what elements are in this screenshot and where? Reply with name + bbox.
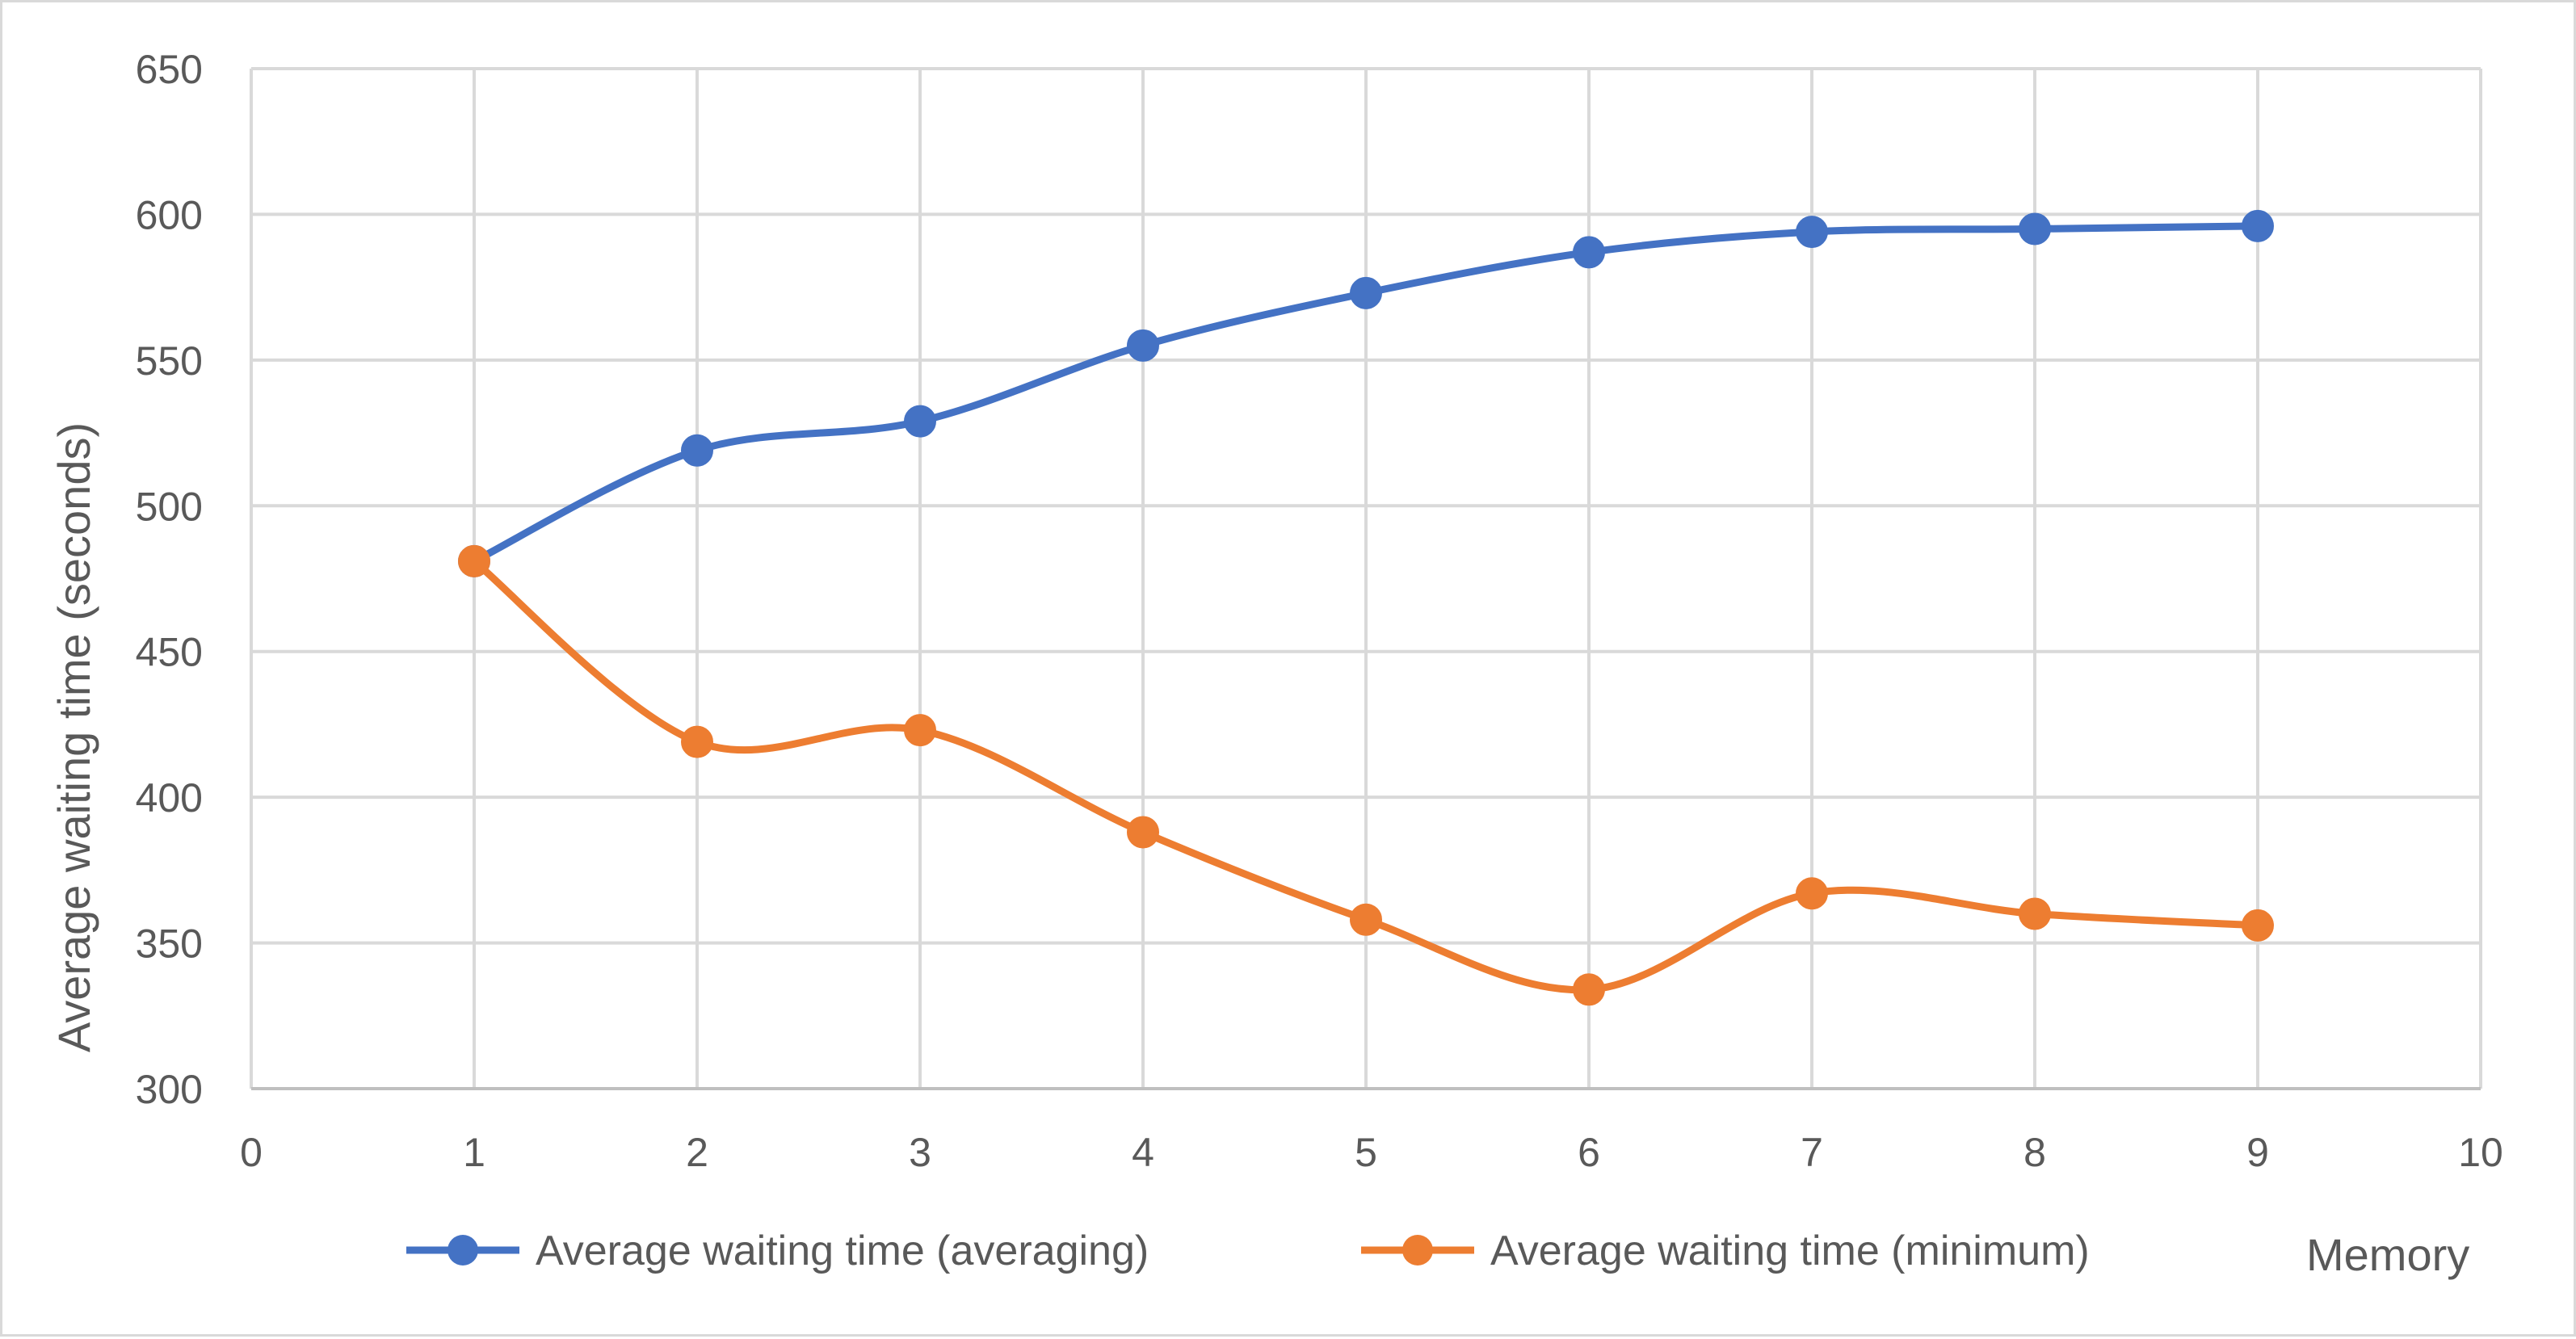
x-tick-label: 9 xyxy=(2246,1130,2269,1175)
legend-marker xyxy=(1402,1235,1433,1266)
gridlines xyxy=(250,67,2482,1089)
y-tick-label: 550 xyxy=(136,338,203,384)
data-point xyxy=(1350,276,1382,309)
data-point xyxy=(2019,897,2051,930)
y-tick-label: 450 xyxy=(136,630,203,675)
legend-marker xyxy=(448,1235,478,1266)
x-tick-label: 4 xyxy=(1132,1130,1154,1175)
data-point xyxy=(681,725,713,758)
data-point xyxy=(1796,877,1828,910)
y-tick-label: 350 xyxy=(136,921,203,967)
data-point xyxy=(1127,816,1159,849)
series-group xyxy=(458,209,2274,1006)
tick-labels: 300 350 400 450 500 550 600 650 0 1 2 3 4 5 6 7 8 9 10 xyxy=(136,47,2503,1175)
x-tick-label: 1 xyxy=(463,1130,485,1175)
x-tick-label: 5 xyxy=(1355,1130,1377,1175)
series-2 xyxy=(458,544,2274,1006)
legend: Average waiting time (averaging) Average … xyxy=(406,1228,2090,1274)
x-tick-label: 8 xyxy=(2023,1130,2046,1175)
y-tick-label: 650 xyxy=(136,47,203,92)
data-point xyxy=(1127,329,1159,362)
data-point xyxy=(1796,216,1828,249)
data-point xyxy=(2019,212,2051,246)
legend-label: Average waiting time (minimum) xyxy=(1490,1228,2090,1274)
data-point xyxy=(1573,236,1605,269)
legend-item-1: Average waiting time (averaging) xyxy=(406,1228,1149,1274)
x-tick-label: 3 xyxy=(909,1130,931,1175)
x-tick-label: 7 xyxy=(1801,1130,1823,1175)
data-point xyxy=(1573,973,1605,1006)
x-tick-label: 2 xyxy=(686,1130,708,1175)
y-tick-label: 500 xyxy=(136,484,203,529)
data-point xyxy=(904,405,936,438)
legend-item-2: Average waiting time (minimum) xyxy=(1361,1228,2090,1274)
x-tick-label: 10 xyxy=(2458,1130,2503,1175)
data-point xyxy=(681,434,713,467)
y-axis-title: Average waiting time (seconds) xyxy=(48,422,99,1052)
y-tick-label: 600 xyxy=(136,192,203,237)
x-tick-label: 0 xyxy=(240,1130,263,1175)
x-tick-label: 6 xyxy=(1578,1130,1600,1175)
x-axis-title: Memory xyxy=(2306,1229,2469,1280)
legend-label: Average waiting time (averaging) xyxy=(536,1228,1149,1274)
data-point xyxy=(904,714,936,747)
data-point xyxy=(2242,909,2274,942)
y-tick-label: 300 xyxy=(136,1067,203,1112)
y-tick-label: 400 xyxy=(136,775,203,821)
data-point xyxy=(1350,903,1382,936)
data-point xyxy=(2242,209,2274,242)
data-point xyxy=(458,544,490,577)
